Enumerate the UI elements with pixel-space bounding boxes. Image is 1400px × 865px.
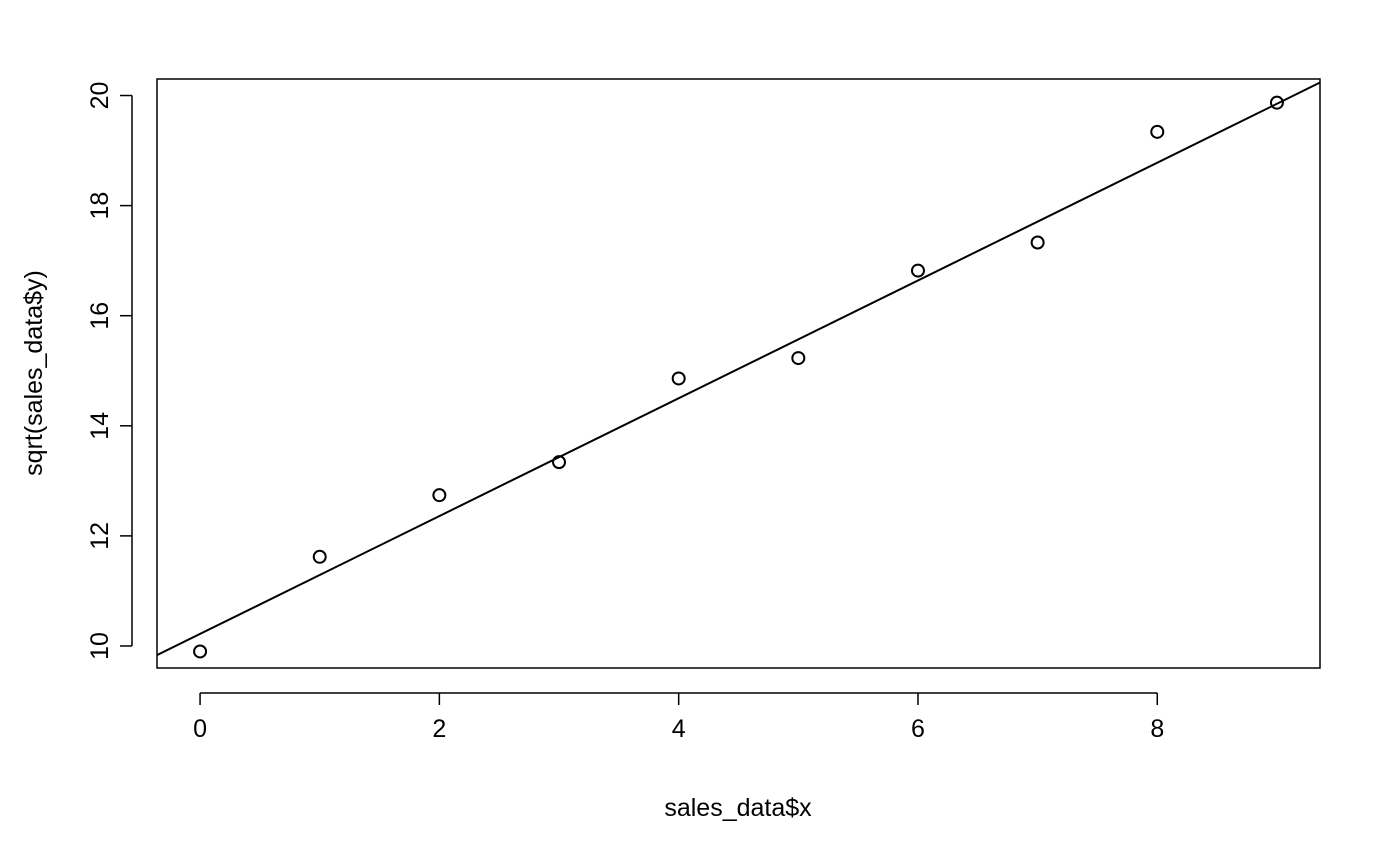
data-point (1030, 235, 1045, 250)
x-tick-label: 8 (1150, 715, 1164, 743)
y-axis-title: sqrt(sales_data$y) (20, 270, 48, 476)
data-point (1269, 95, 1284, 110)
y-tick-label: 16 (86, 302, 114, 330)
y-axis: 10 12 14 16 18 20 (86, 82, 133, 660)
y-tick-label: 10 (86, 632, 114, 660)
x-axis-title: sales_data$x (664, 794, 812, 822)
x-tick-label: 4 (672, 715, 686, 743)
fit-line-layer (157, 81, 1320, 656)
y-tick-label: 12 (86, 522, 114, 550)
x-tick-label: 2 (432, 715, 446, 743)
y-tick-label: 20 (86, 82, 114, 110)
data-point (671, 371, 686, 386)
data-point (791, 351, 806, 366)
x-tick-label: 6 (911, 715, 925, 743)
points-layer (193, 95, 1284, 659)
y-tick-label: 14 (86, 412, 114, 440)
data-point (910, 263, 925, 278)
x-tick-label: 0 (193, 715, 207, 743)
x-axis: 0 2 4 6 8 (193, 692, 1164, 743)
y-tick-label: 18 (86, 192, 114, 220)
data-point (312, 549, 327, 564)
plot-frame (156, 78, 1321, 669)
fit-line (157, 81, 1320, 656)
data-point (193, 644, 208, 659)
data-point (432, 488, 447, 503)
data-point (1150, 124, 1165, 139)
